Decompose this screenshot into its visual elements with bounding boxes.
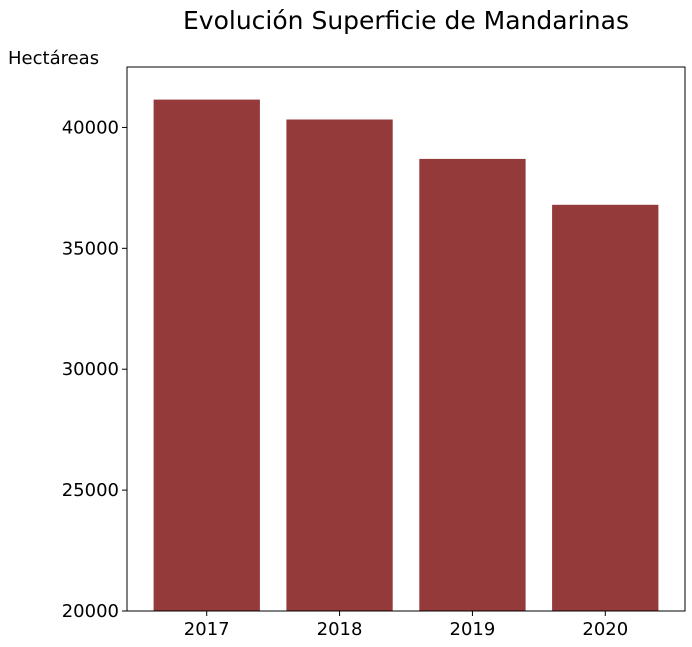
y-tick-label: 20000 (62, 601, 119, 622)
bar-2020 (552, 204, 659, 612)
bar-2019 (419, 158, 526, 611)
bar-2018 (286, 119, 393, 611)
x-tick-label: 2019 (450, 619, 496, 640)
y-tick-label: 40000 (62, 117, 119, 138)
y-ticks: 20000 25000 30000 35000 40000 (62, 117, 127, 622)
x-tick-label: 2020 (582, 619, 628, 640)
y-tick-label: 25000 (62, 480, 119, 501)
chart-title: Evolución Superficie de Mandarinas (183, 6, 629, 35)
x-ticks: 2017 2018 2019 2020 (184, 611, 628, 640)
bar-2017 (153, 99, 260, 611)
bars-layer (153, 99, 659, 612)
x-tick-label: 2017 (184, 619, 230, 640)
plot-frame (126, 66, 686, 612)
y-tick-label: 35000 (62, 238, 119, 259)
x-tick-label: 2018 (317, 619, 363, 640)
y-axis-label: Hectáreas (8, 48, 99, 69)
y-tick-label: 30000 (62, 359, 119, 380)
